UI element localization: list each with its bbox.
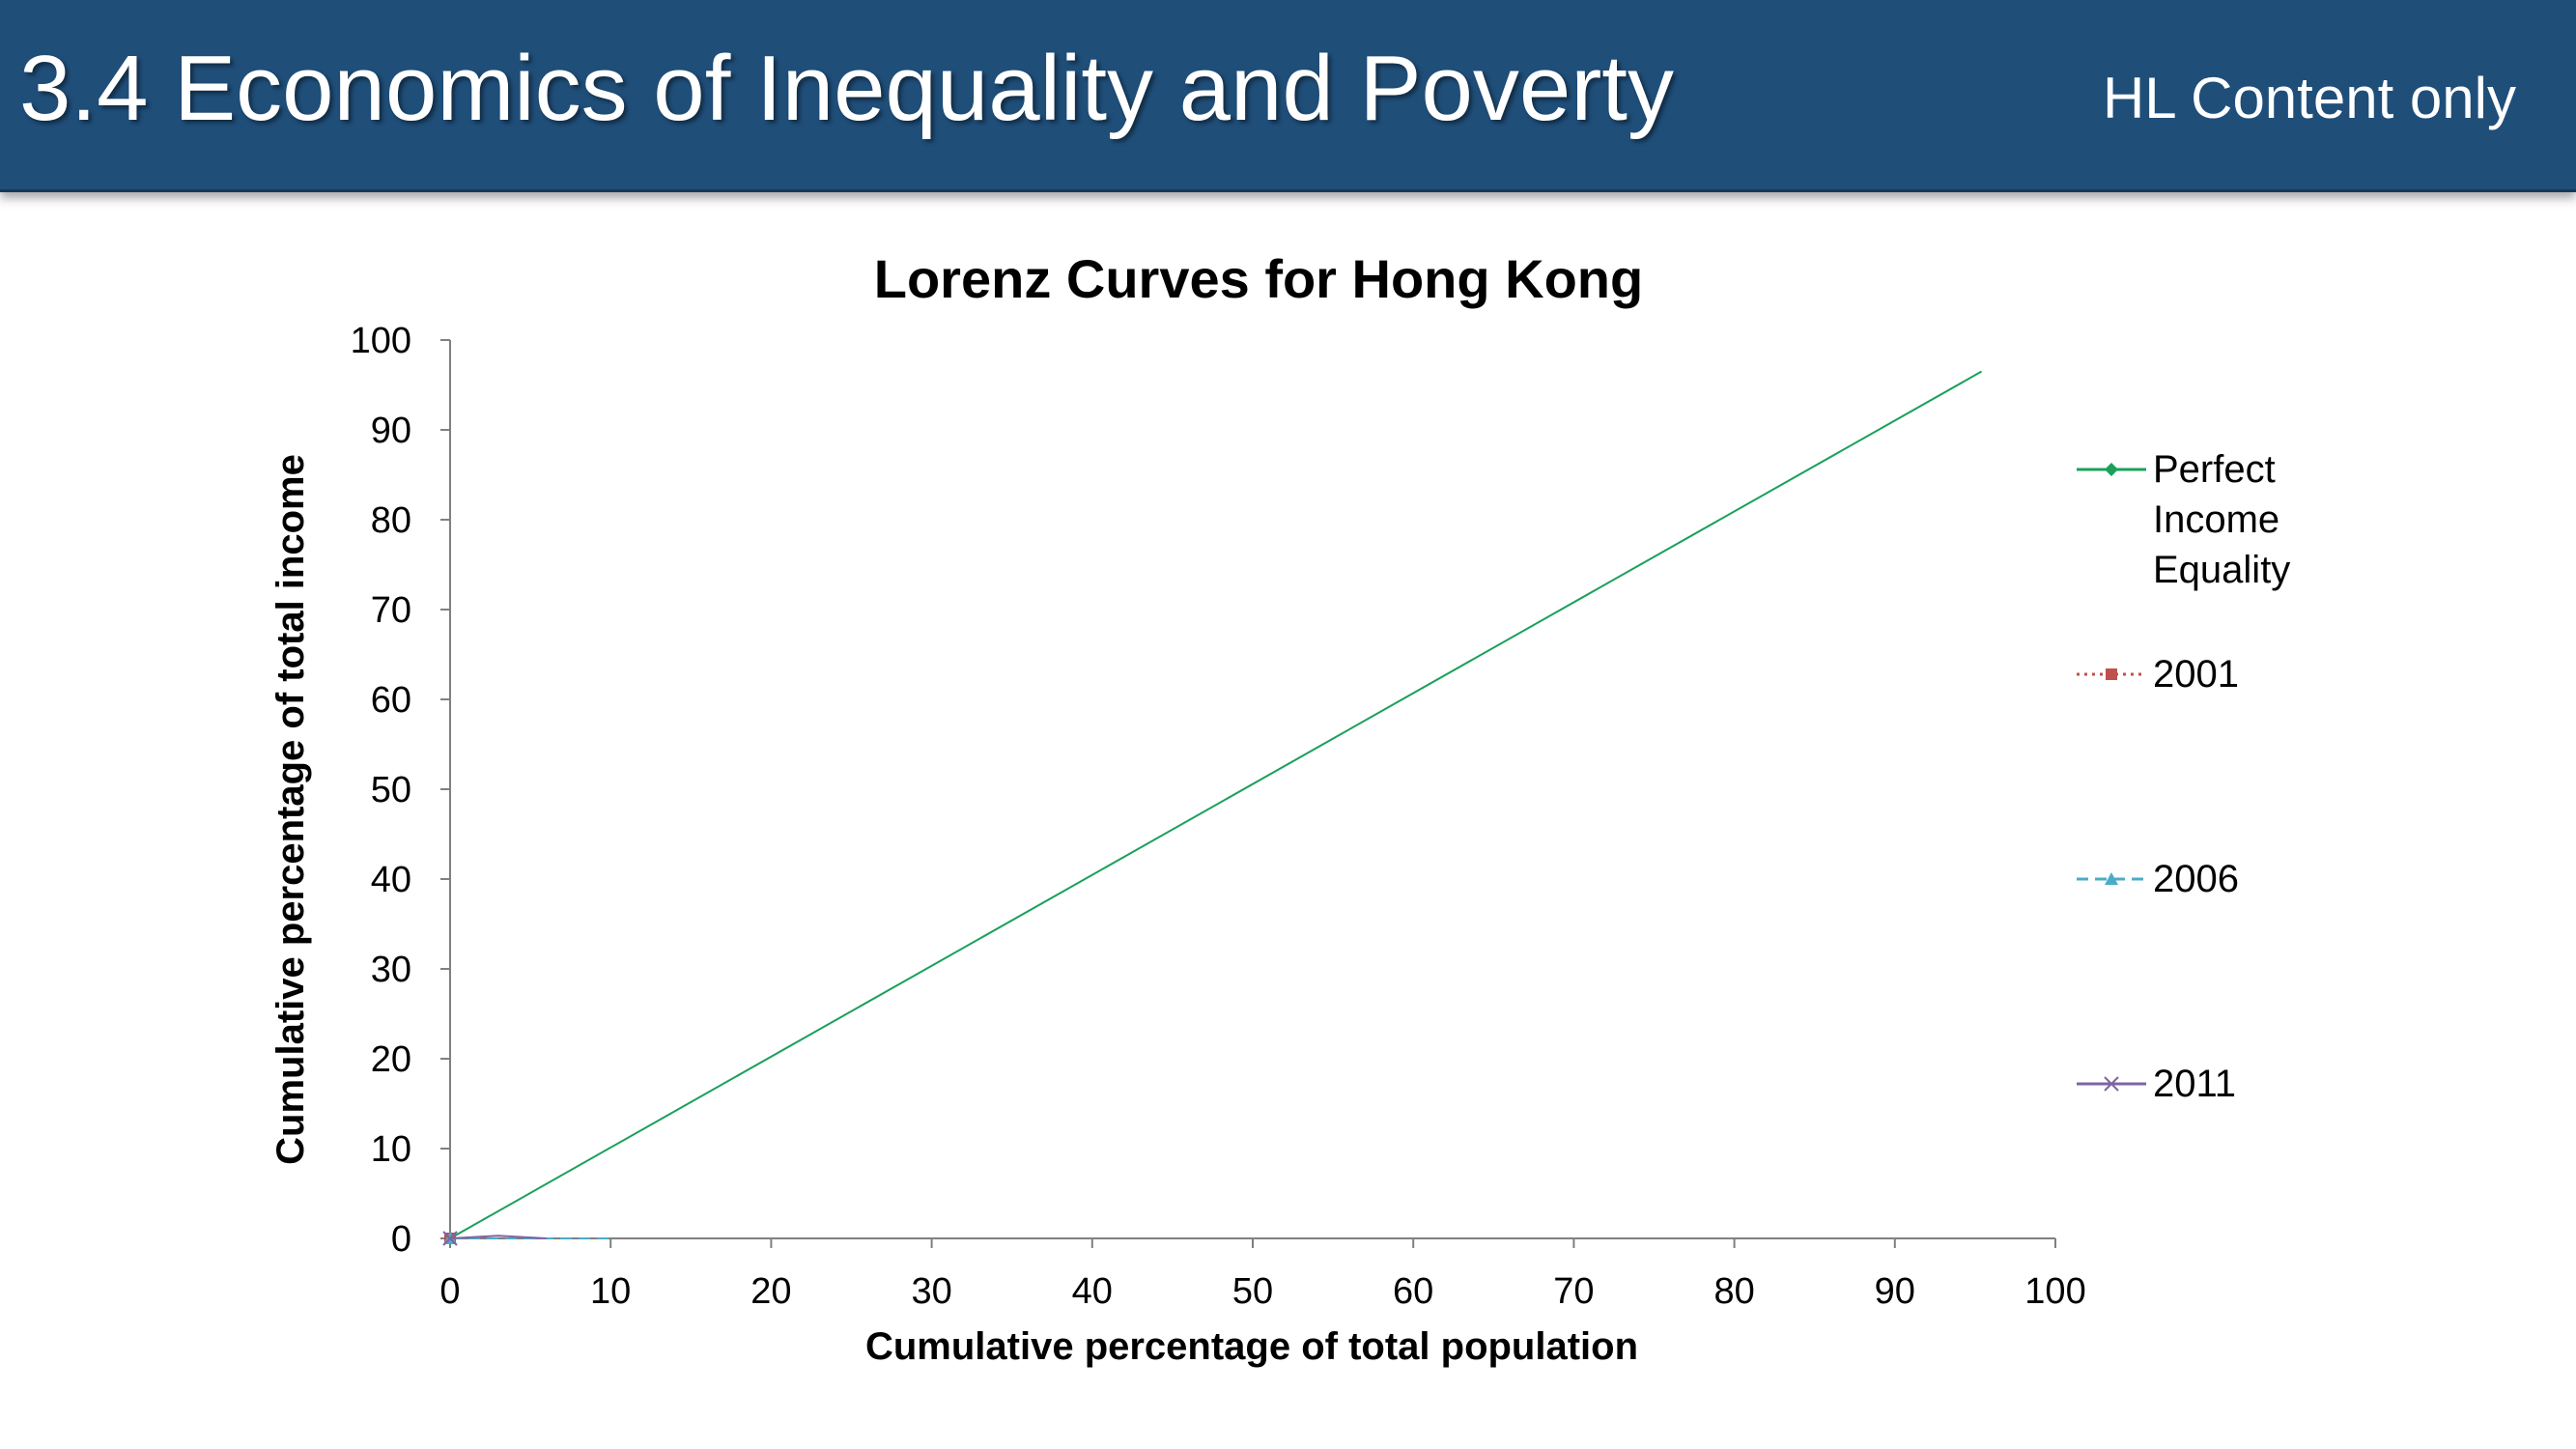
x-tick-label: 20	[750, 1271, 791, 1312]
y-tick-label: 70	[371, 590, 411, 631]
axes: 0 10 20 30 40 50 60 70 80 90 100 0 10 20 30 40 50 60 70 80 9…	[351, 321, 2086, 1312]
series-line	[449, 1235, 547, 1239]
legend-marker	[2106, 668, 2117, 680]
series-line	[449, 370, 1983, 1239]
y-tick-label: 90	[371, 411, 411, 451]
x-axis-label: Cumulative percentage of total populatio…	[865, 1325, 1638, 1368]
x-tick-label: 10	[590, 1271, 631, 1312]
y-tick-label: 0	[391, 1219, 411, 1260]
y-tick-label: 50	[371, 770, 411, 810]
series-3	[442, 1231, 547, 1246]
x-tick-label: 80	[1713, 1271, 1754, 1312]
legend-key	[2077, 1076, 2146, 1092]
x-tick-label: 40	[1072, 1271, 1113, 1312]
y-tick-label: 20	[371, 1039, 411, 1080]
series-layer	[442, 370, 1983, 1246]
y-tick-label: 100	[351, 321, 411, 361]
legend-label: 2006	[2153, 858, 2239, 900]
x-tick-label: 70	[1553, 1271, 1594, 1312]
legend-marker	[2105, 872, 2118, 885]
legend-label: Equality	[2153, 549, 2291, 591]
y-axis-label: Cumulative percentage of total income	[269, 454, 312, 1165]
legend-label: 2011	[2153, 1063, 2237, 1105]
y-tick-label: 10	[371, 1129, 411, 1170]
x-tick-label: 0	[439, 1271, 460, 1312]
slide-header: 3.4 Economics of Inequality and Poverty …	[0, 0, 2576, 192]
legend-marker	[2104, 1076, 2119, 1092]
legend-label: Perfect	[2153, 448, 2276, 491]
legend-label: Income	[2153, 498, 2280, 541]
x-tick-label: 100	[2024, 1271, 2085, 1312]
y-tick-label: 40	[371, 860, 411, 900]
legend-key	[2077, 463, 2146, 476]
y-tick-label: 30	[371, 950, 411, 990]
x-tick-label: 90	[1875, 1271, 1915, 1312]
legend-marker	[2105, 463, 2118, 476]
slide-title: 3.4 Economics of Inequality and Poverty	[19, 37, 1674, 140]
legend-label: 2001	[2153, 653, 2239, 696]
data-point	[442, 1231, 458, 1246]
series-0	[443, 370, 1983, 1245]
y-tick-label: 60	[371, 680, 411, 721]
legend-key	[2077, 668, 2146, 680]
x-tick-label: 30	[911, 1271, 951, 1312]
y-tick-label: 80	[371, 500, 411, 541]
legend-key	[2077, 872, 2146, 885]
x-tick-label: 60	[1393, 1271, 1433, 1312]
hl-content-tag: HL Content only	[2102, 66, 2516, 130]
legend	[2077, 463, 2146, 1092]
chart-title: Lorenz Curves for Hong Kong	[874, 248, 1643, 309]
x-tick-label: 50	[1232, 1271, 1273, 1312]
